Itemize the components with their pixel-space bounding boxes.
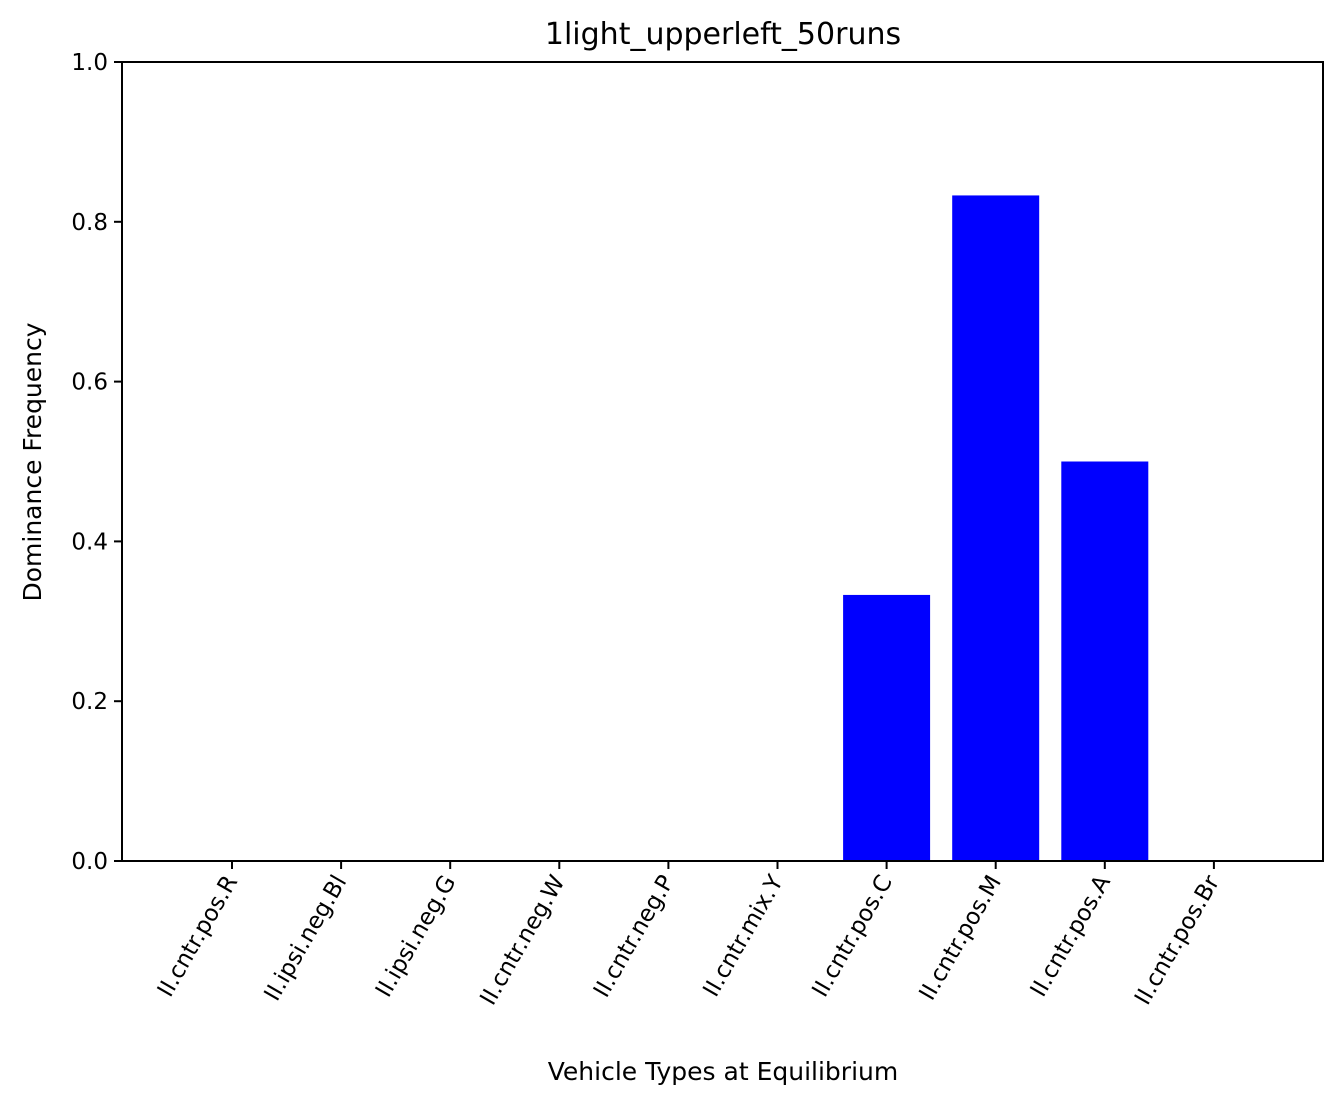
y-tick-label: 0.2 bbox=[71, 689, 108, 715]
y-axis: 0.0 0.2 0.4 0.6 0.8 1.0 bbox=[71, 50, 122, 875]
y-tick-label: 1.0 bbox=[71, 50, 108, 76]
y-tick-label: 0.0 bbox=[71, 849, 108, 875]
bar-II.cntr.pos.M bbox=[952, 195, 1040, 862]
bar-II.cntr.pos.C bbox=[843, 594, 931, 861]
y-tick-label: 0.6 bbox=[71, 370, 108, 396]
chart-title: 1light_upperleft_50runs bbox=[545, 17, 901, 52]
y-tick-label: 0.8 bbox=[71, 210, 108, 236]
bar-II.cntr.pos.A bbox=[1061, 461, 1149, 861]
plot-frame bbox=[121, 61, 1324, 862]
x-axis-label: Vehicle Types at Equilibrium bbox=[548, 1057, 898, 1086]
y-axis-label: Dominance Frequency bbox=[18, 322, 47, 601]
bars-group bbox=[843, 195, 1149, 862]
y-tick-label: 0.4 bbox=[71, 529, 108, 555]
